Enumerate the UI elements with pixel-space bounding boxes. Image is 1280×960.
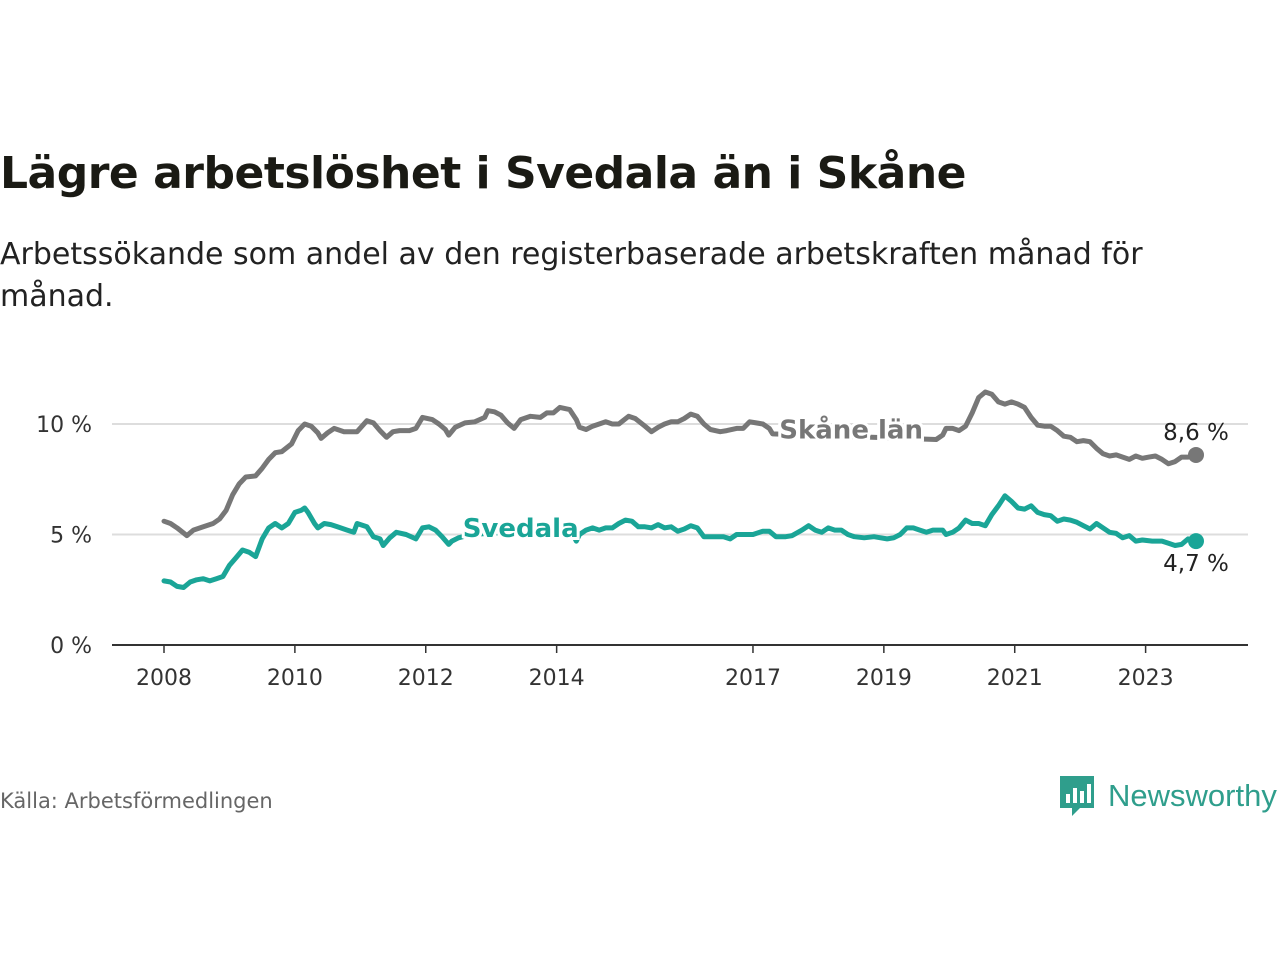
brand-logo[interactable]: Newsworthy <box>1058 774 1277 818</box>
series-end-label: 4,7 % <box>1163 551 1229 577</box>
chart-title: Lägre arbetslöshet i Svedala än i Skåne <box>0 148 967 199</box>
series-label: Skåne län <box>779 414 923 446</box>
x-tick-label: 2017 <box>725 666 781 691</box>
x-tick-label: 2008 <box>136 666 192 691</box>
newsworthy-logo-icon <box>1060 776 1094 816</box>
x-tick-label: 2010 <box>267 666 323 691</box>
x-tick-label: 2014 <box>529 666 585 691</box>
chart-subtitle: Arbetssökande som andel av den registerb… <box>0 237 1143 314</box>
series-end-label: 8,6 % <box>1163 420 1229 446</box>
x-tick-label: 2023 <box>1118 666 1174 691</box>
y-tick-label: 5 % <box>50 524 92 549</box>
series-line-svedala <box>161 493 1199 590</box>
brand-name: Newsworthy <box>1108 778 1277 813</box>
source-note: Källa: Arbetsförmedlingen <box>0 789 273 813</box>
x-tick-label: 2021 <box>987 666 1043 691</box>
series-end-point <box>1188 446 1204 463</box>
series-line-skåne-län <box>161 389 1199 539</box>
x-tick-label: 2019 <box>856 666 912 691</box>
series-label: Svedala <box>463 514 579 544</box>
y-tick-label: 0 % <box>50 634 92 659</box>
y-tick-label: 10 % <box>36 413 92 438</box>
series-end-point <box>1188 533 1204 550</box>
x-tick-label: 2012 <box>398 666 454 691</box>
